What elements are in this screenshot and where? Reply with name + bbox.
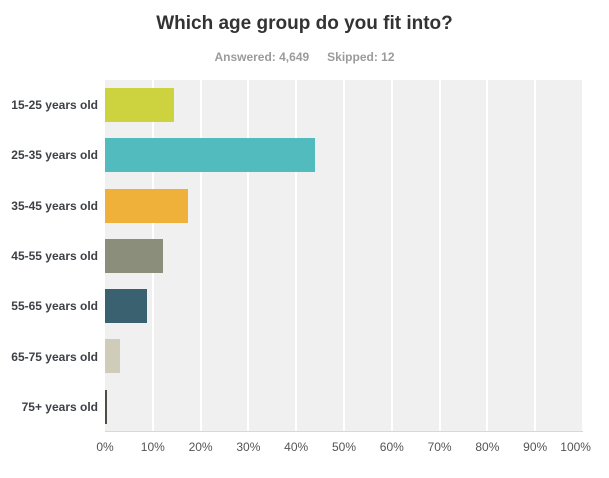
x-tick-label: 10% bbox=[140, 440, 165, 454]
gridline bbox=[486, 80, 489, 431]
gridline bbox=[534, 80, 537, 431]
gridline bbox=[390, 80, 393, 431]
answered-count: Answered: 4,649 bbox=[214, 50, 310, 64]
gridline bbox=[438, 80, 441, 431]
bar-45-55-years-old bbox=[105, 238, 164, 273]
category-label: 55-65 years old bbox=[11, 299, 98, 314]
bar-25-35-years-old bbox=[105, 138, 315, 173]
category-label: 25-35 years old bbox=[11, 148, 98, 163]
bar-35-45-years-old bbox=[105, 188, 189, 223]
percentage-axis: 0% 10% 20% 30% 40% 50% 60% 70% 80% 90% 100% bbox=[0, 440, 609, 456]
category-axis: 15-25 years old 25-35 years old 35-45 year… bbox=[0, 80, 98, 432]
x-tick-label: 30% bbox=[236, 440, 261, 454]
x-tick-label: 50% bbox=[331, 440, 357, 454]
category-label: 35-45 years old bbox=[11, 198, 98, 213]
x-tick-label: 80% bbox=[475, 440, 500, 454]
bar-15-25-years-old bbox=[105, 88, 175, 122]
category-label: 15-25 years old bbox=[11, 98, 98, 113]
bar-65-75-years-old bbox=[105, 339, 120, 374]
x-tick-label: 0% bbox=[96, 440, 114, 454]
gridline bbox=[199, 80, 202, 431]
chart-title: Which age group do you fit into? bbox=[156, 13, 453, 34]
bar-55-65-years-old bbox=[105, 289, 148, 324]
category-label: 65-75 years old bbox=[11, 349, 98, 364]
gridline bbox=[582, 80, 584, 431]
gridline bbox=[247, 80, 250, 431]
plot-area bbox=[105, 80, 584, 432]
skipped-count: Skipped: 12 bbox=[327, 50, 395, 64]
gridline bbox=[295, 80, 298, 431]
bar-75-years-old bbox=[105, 389, 107, 424]
x-tick-label: 20% bbox=[188, 440, 213, 454]
gridline bbox=[343, 80, 345, 431]
x-tick-label: 70% bbox=[427, 440, 452, 454]
chart-subtitle: Answered: 4,649 Skipped: 12 bbox=[0, 50, 609, 64]
x-tick-label: 90% bbox=[523, 440, 548, 454]
x-tick-label: 60% bbox=[379, 440, 404, 454]
category-label: 75+ years old bbox=[21, 399, 98, 414]
x-tick-label: 100% bbox=[560, 440, 591, 454]
x-tick-label: 40% bbox=[284, 440, 309, 454]
category-label: 45-55 years old bbox=[11, 248, 98, 263]
